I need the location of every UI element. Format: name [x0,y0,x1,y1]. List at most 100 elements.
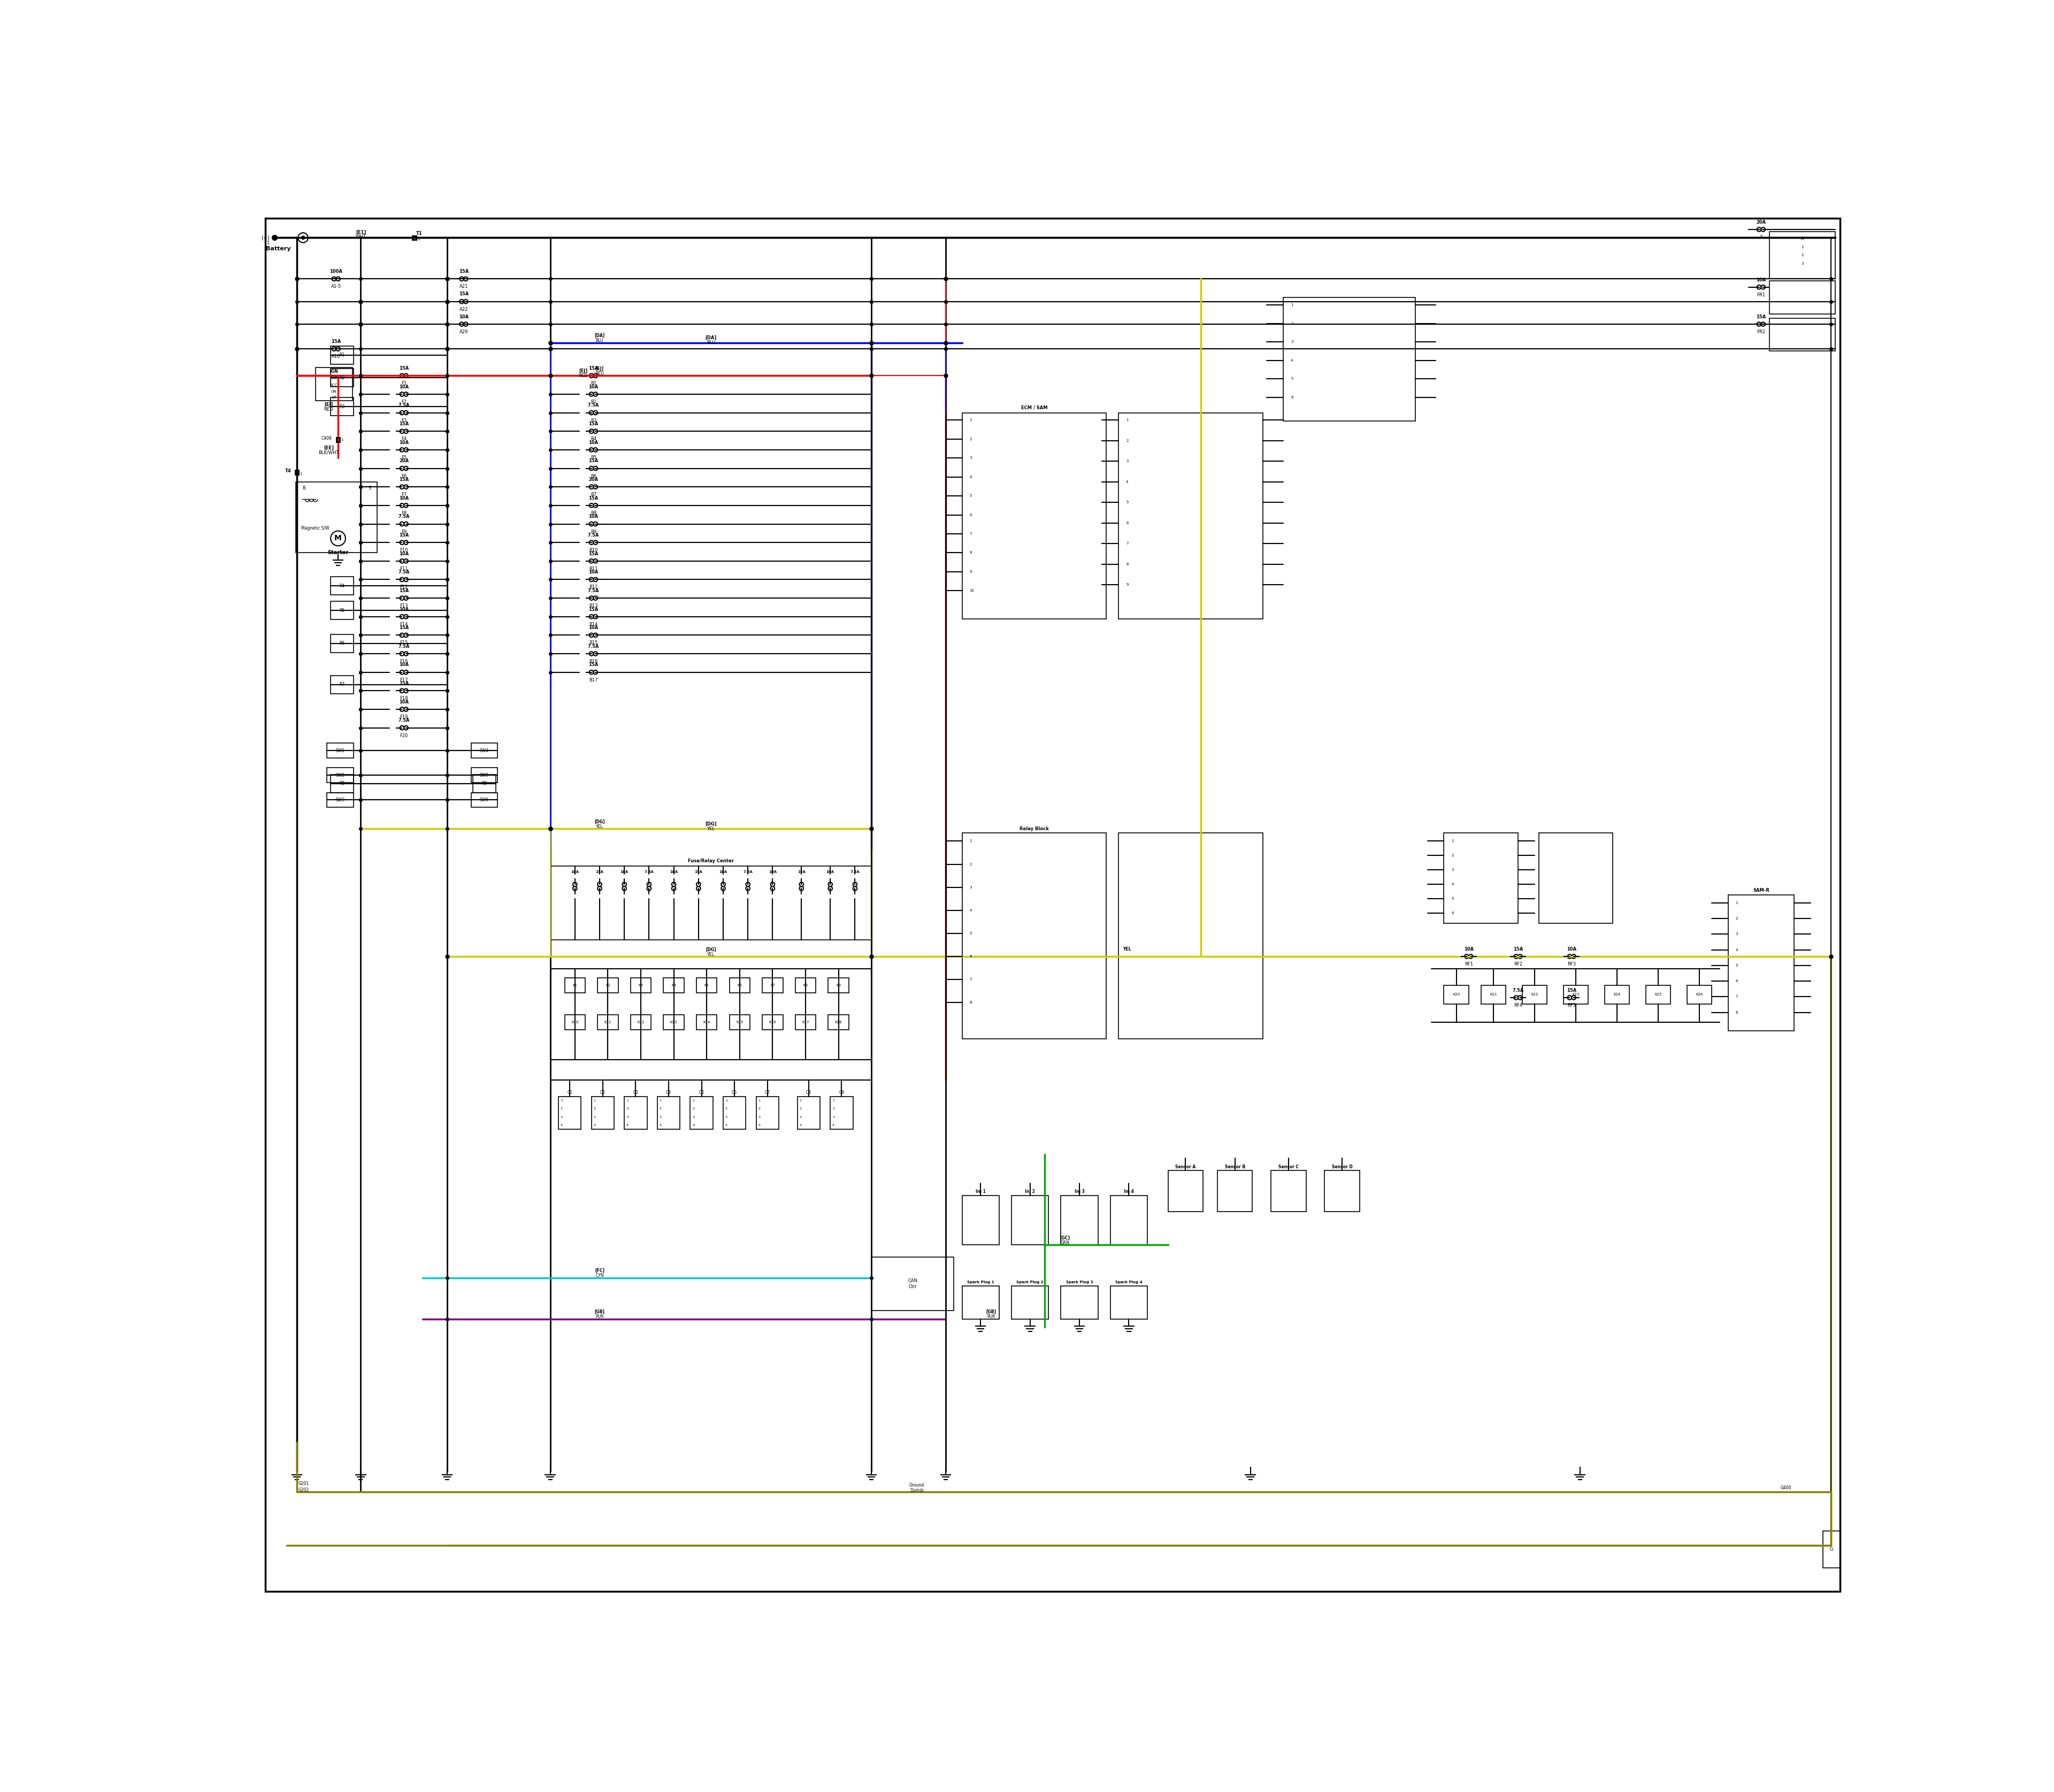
Bar [961,1287,998,1319]
Text: 10A: 10A [398,699,409,704]
Text: K12: K12 [637,1021,645,1023]
Text: [EJ]: [EJ] [325,401,333,407]
Bar [331,398,353,416]
Text: RF1: RF1 [1465,962,1473,966]
Text: 2: 2 [692,1107,694,1111]
Bar [550,866,871,941]
Text: 7.5A: 7.5A [587,588,600,593]
Text: K10: K10 [571,1021,579,1023]
Text: Sensor D: Sensor D [1331,1165,1352,1170]
Bar [1768,317,1834,351]
Text: B4: B4 [589,437,596,441]
Text: 4: 4 [1290,358,1294,362]
Text: Spark Plug 4: Spark Plug 4 [1115,1281,1142,1283]
Text: 15A: 15A [398,625,409,631]
Text: 10A: 10A [826,871,834,874]
Text: R4: R4 [339,584,345,588]
Text: F11: F11 [401,566,409,572]
Bar [795,1014,815,1030]
Text: 2: 2 [1452,855,1454,857]
Text: Relay Block: Relay Block [1019,826,1050,831]
Text: 15A: 15A [694,871,702,874]
Text: [GC]: [GC] [1060,1235,1070,1240]
Text: 3: 3 [799,1116,801,1118]
Text: 15A: 15A [398,532,409,538]
Text: 7: 7 [969,532,972,536]
Text: Inj 1: Inj 1 [976,1190,986,1193]
Text: 4: 4 [659,1124,661,1127]
Text: 3: 3 [969,885,972,889]
Bar [296,482,378,552]
Text: B7: B7 [589,493,596,496]
Bar [565,1014,585,1030]
Text: Sensor B: Sensor B [1224,1165,1245,1170]
Text: 3: 3 [594,1116,596,1118]
Text: 6: 6 [1126,521,1128,525]
Text: 2: 2 [1801,254,1803,256]
Text: Spark Plug 2: Spark Plug 2 [1017,1281,1043,1283]
Text: F6: F6 [401,473,407,478]
Text: G202: G202 [298,1487,308,1493]
Bar [1645,986,1670,1004]
Text: SW: SW [331,375,337,380]
Text: 3: 3 [659,1116,661,1118]
Text: 15A: 15A [589,607,598,611]
Text: 15A: 15A [331,339,341,344]
Text: 1: 1 [1736,901,1738,905]
Text: T1: T1 [417,231,423,237]
Bar [795,978,815,993]
Text: 2: 2 [1736,918,1738,919]
Text: A29: A29 [460,330,468,335]
Bar [830,1097,852,1129]
Text: 1: 1 [300,471,302,475]
Text: YEL: YEL [707,952,715,957]
Text: B6: B6 [589,473,596,478]
Text: 4: 4 [969,475,972,478]
Text: FR1: FR1 [1756,292,1764,297]
Text: K25: K25 [1656,993,1662,996]
Text: 4: 4 [561,1124,563,1127]
Text: ECM / SAM: ECM / SAM [1021,405,1048,410]
Text: [EJ]: [EJ] [596,366,604,371]
Text: K7: K7 [770,984,774,987]
Text: 1: 1 [1126,419,1128,421]
Text: 10A: 10A [768,871,776,874]
Text: A22: A22 [460,306,468,312]
Text: F10: F10 [401,548,409,552]
Text: 1: 1 [1290,303,1294,306]
Text: 4: 4 [1126,480,1128,484]
Text: 6: 6 [969,513,972,516]
Text: 10A: 10A [398,385,409,389]
Bar [1062,1287,1099,1319]
Text: S: S [368,486,372,491]
Bar [1522,986,1547,1004]
Text: C5: C5 [698,1090,705,1095]
Text: 10A: 10A [571,871,579,874]
Text: K6: K6 [737,984,741,987]
Text: C406: C406 [320,435,333,441]
Text: 1: 1 [969,419,972,421]
Text: M: M [335,534,341,543]
Text: Inj 3: Inj 3 [1074,1190,1085,1193]
Text: K15: K15 [735,1021,744,1023]
Bar [331,602,353,620]
Text: 10A: 10A [589,625,598,631]
Text: 1: 1 [725,1098,727,1102]
Text: C8: C8 [805,1090,811,1095]
Text: A16: A16 [331,355,341,358]
Text: 15A: 15A [398,477,409,482]
Text: 5: 5 [969,495,972,498]
Text: YEL: YEL [596,824,604,830]
Text: C9: C9 [838,1090,844,1095]
Text: 1: 1 [1452,839,1454,842]
Text: 10A: 10A [398,663,409,667]
Text: Inj 4: Inj 4 [1124,1190,1134,1193]
Bar [331,577,353,595]
Text: B8: B8 [589,511,596,516]
Text: RED: RED [325,407,333,412]
Text: 10A: 10A [398,441,409,444]
Text: B3: B3 [589,418,596,423]
Bar [1011,1287,1048,1319]
Bar [598,1014,618,1030]
Text: 15A: 15A [458,269,468,274]
